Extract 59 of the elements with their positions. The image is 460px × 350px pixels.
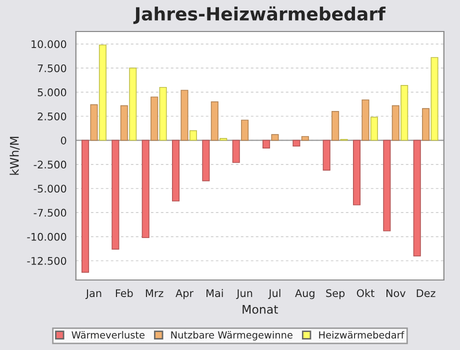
- bar: [430, 57, 438, 141]
- bar: [180, 90, 188, 141]
- bar: [189, 130, 197, 141]
- bar: [301, 136, 309, 141]
- bar: [142, 140, 150, 238]
- bar: [90, 104, 98, 141]
- x-tick-label: Sep: [326, 289, 345, 300]
- bar: [332, 111, 340, 141]
- bar: [262, 140, 270, 148]
- y-tick-label: 5.000: [38, 88, 66, 96]
- bar: [232, 140, 240, 163]
- bar: [82, 140, 90, 273]
- bar: [150, 96, 158, 141]
- y-tick-label: -12.500: [27, 256, 66, 265]
- y-tick-label: 2.500: [38, 112, 66, 120]
- bar: [172, 140, 180, 202]
- y-tick-label: 0: [60, 136, 66, 144]
- y-tick-label: 10.000: [32, 40, 66, 48]
- bar: [112, 140, 120, 250]
- bar: [159, 86, 167, 141]
- x-tick-label: Aug: [295, 289, 314, 300]
- x-tick-label: Jul: [268, 289, 280, 300]
- x-tick-label: Mai: [206, 289, 223, 298]
- bar: [322, 140, 330, 171]
- legend-label: Heizwärmebedarf: [319, 331, 404, 339]
- bar: [241, 120, 249, 141]
- y-tick-label: -2.500: [34, 160, 66, 169]
- bar: [413, 140, 421, 256]
- bar: [392, 105, 400, 141]
- legend-label: Nutzbare Wärmegewinne: [171, 331, 292, 340]
- x-tick-label: Nov: [386, 289, 406, 298]
- bar: [271, 134, 279, 141]
- x-axis-title: Monat: [242, 305, 278, 314]
- y-tick-label: -5.000: [34, 184, 66, 193]
- x-tick-label: Dez: [416, 289, 436, 298]
- x-tick-label: Feb: [116, 289, 133, 298]
- bar: [352, 140, 361, 206]
- x-tick-label: Mrz: [146, 289, 164, 297]
- x-tick-label: Apr: [176, 289, 194, 300]
- bar: [400, 85, 408, 141]
- y-tick-label: -7.500: [34, 208, 66, 217]
- bar: [362, 99, 370, 141]
- bar: [120, 105, 128, 141]
- y-tick-label: -10.000: [27, 232, 66, 241]
- bar: [292, 140, 300, 147]
- legend-label: Wärmeverluste: [72, 331, 144, 339]
- bar: [98, 44, 106, 141]
- x-tick-label: Jun: [236, 289, 252, 300]
- x-tick-label: Jan: [85, 289, 102, 300]
- y-axis-title: kWh/M: [10, 136, 20, 175]
- bar: [422, 108, 430, 141]
- x-tick-label: Okt: [356, 289, 374, 298]
- bar: [202, 140, 210, 182]
- bar: [210, 101, 218, 141]
- y-tick-label: 7.500: [38, 64, 66, 72]
- chart-title: Jahres-Heizwärmebedarf: [133, 6, 386, 24]
- bar: [383, 140, 391, 232]
- bar: [129, 68, 137, 141]
- bar: [370, 116, 378, 141]
